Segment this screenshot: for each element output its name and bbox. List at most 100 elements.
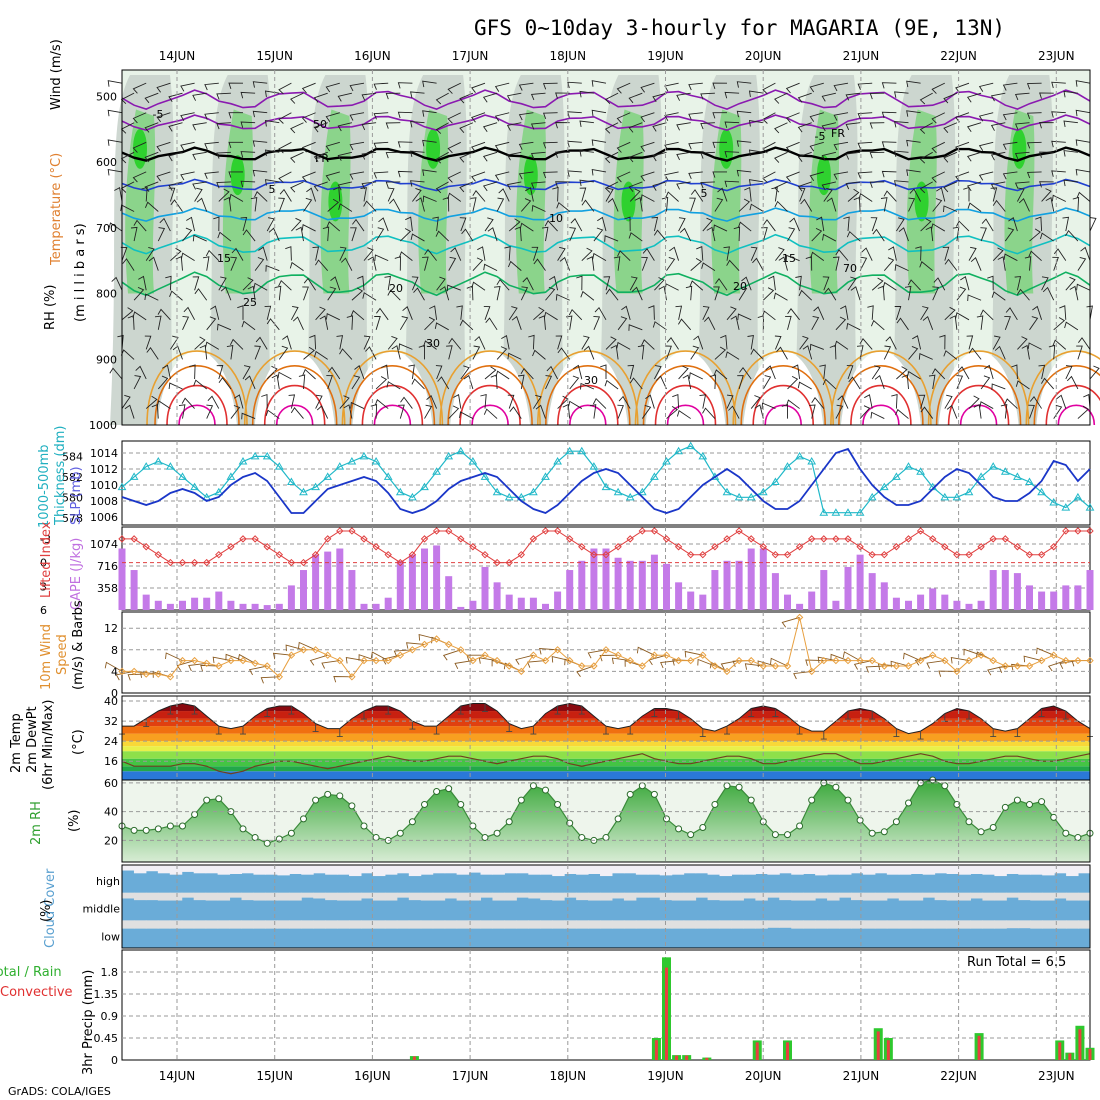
- lifted-index-marker: [711, 543, 719, 551]
- thickness-marker: [359, 451, 369, 460]
- surface-wind-barb: [877, 663, 897, 671]
- cloud-gap: [1078, 865, 1091, 874]
- rh-saturated-core: [426, 128, 441, 169]
- rh-marker: [905, 799, 912, 807]
- wind-speed-marker: [215, 662, 223, 670]
- wind-barb: [181, 397, 195, 409]
- wind-barb: [786, 399, 800, 409]
- cloud-gap: [886, 920, 900, 929]
- lifted-index-marker: [1001, 535, 1010, 543]
- cloud-gap: [600, 892, 613, 901]
- cloud-gap: [492, 892, 505, 901]
- wind-barb: [701, 262, 716, 272]
- minmax-bar: [554, 706, 561, 715]
- wind-barb: [1026, 112, 1042, 120]
- thickness-marker: [686, 441, 696, 450]
- wind-barb: [349, 141, 365, 151]
- cloud-gap: [600, 865, 613, 877]
- wind-barb: [192, 122, 207, 131]
- pressure-tick: 800: [96, 288, 117, 301]
- cape-bar: [566, 570, 574, 610]
- rh-marker: [1013, 796, 1021, 804]
- wind-barb: [835, 316, 847, 331]
- wind-barb: [1075, 168, 1091, 176]
- rh-marker: [1001, 803, 1009, 811]
- cloud-gap: [910, 892, 924, 901]
- surface-wind-barb: [648, 654, 667, 666]
- wind-speed-marker: [686, 656, 695, 665]
- wind-barb: [520, 198, 532, 212]
- wind-barb: [156, 400, 171, 409]
- wind-barb: [736, 81, 752, 88]
- surface-wind-barb: [345, 656, 365, 664]
- wind-barb: [811, 227, 823, 242]
- wind-speed-marker: [154, 670, 163, 678]
- wind-barb: [990, 122, 1006, 131]
- precip-conv-label: Convective: [0, 985, 73, 1000]
- isotherm-arch: [154, 365, 240, 426]
- wind-barb: [484, 217, 494, 232]
- wind-barb: [628, 324, 643, 331]
- surface-wind-barb: [1036, 647, 1054, 656]
- cloud-gap: [193, 920, 207, 929]
- precip-conv-bar: [685, 1055, 689, 1060]
- cloud-gap: [444, 865, 458, 874]
- wind-speed-marker: [299, 646, 308, 654]
- wind-barb: [264, 179, 280, 186]
- wind-barb: [915, 246, 922, 261]
- wind-speed-marker: [541, 656, 550, 665]
- wind-barb: [472, 257, 484, 271]
- lifted-index-marker: [953, 550, 961, 559]
- wind-barb: [471, 112, 486, 123]
- cape-bar: [1074, 585, 1082, 610]
- wind-barb: [254, 257, 265, 271]
- wind-barb: [834, 340, 849, 350]
- wind-barb: [535, 404, 546, 419]
- wind-barb: [569, 375, 580, 390]
- rh-marker: [263, 839, 271, 847]
- isotherm-arch: [146, 350, 248, 426]
- cloud-gap: [815, 920, 828, 929]
- isotherm-arch: [545, 365, 631, 426]
- bottom-date-label: 14JUN: [159, 1069, 196, 1083]
- wind-barb: [290, 151, 304, 163]
- wind-barb: [482, 92, 498, 103]
- wind-barb: [678, 318, 692, 331]
- upper-wind-label: Wind (m/s): [49, 39, 64, 110]
- wind-barb: [883, 190, 897, 202]
- wind-speed-marker: [590, 662, 598, 670]
- lifted-index-marker: [336, 527, 344, 535]
- wind-barb: [845, 181, 861, 190]
- wind-barb: [533, 307, 545, 321]
- wind-barb: [391, 345, 401, 360]
- wind-barb: [1014, 151, 1030, 160]
- cloud-gap: [337, 865, 350, 875]
- rh-marker: [650, 790, 658, 798]
- isotherm-arch: [935, 365, 1022, 426]
- wind-barb: [289, 261, 304, 272]
- wind-barb: [175, 256, 183, 271]
- wind-barb: [453, 394, 462, 409]
- wind-barb: [906, 139, 921, 147]
- rh-saturated-core: [621, 181, 636, 222]
- wind-barb: [216, 92, 231, 100]
- wind-barb: [337, 151, 353, 161]
- wind-barb: [456, 305, 463, 320]
- cloud-gap: [169, 920, 183, 929]
- precip-conv-bar: [886, 1040, 890, 1060]
- wind-barb: [714, 346, 727, 360]
- wind-barb: [252, 169, 268, 177]
- wind-barb: [459, 411, 474, 419]
- wind-barb: [666, 256, 676, 271]
- cloud-gap: [480, 920, 493, 929]
- minmax-bar: [699, 728, 706, 738]
- surface-wind-barb: [321, 660, 340, 669]
- cloud-gap: [205, 892, 219, 901]
- minmax-bar: [1038, 708, 1045, 717]
- wind-barb: [881, 111, 897, 119]
- wind-barb: [228, 82, 244, 90]
- wind-barb: [943, 151, 958, 163]
- wind-barb: [387, 187, 395, 202]
- wind-barb: [1002, 82, 1018, 91]
